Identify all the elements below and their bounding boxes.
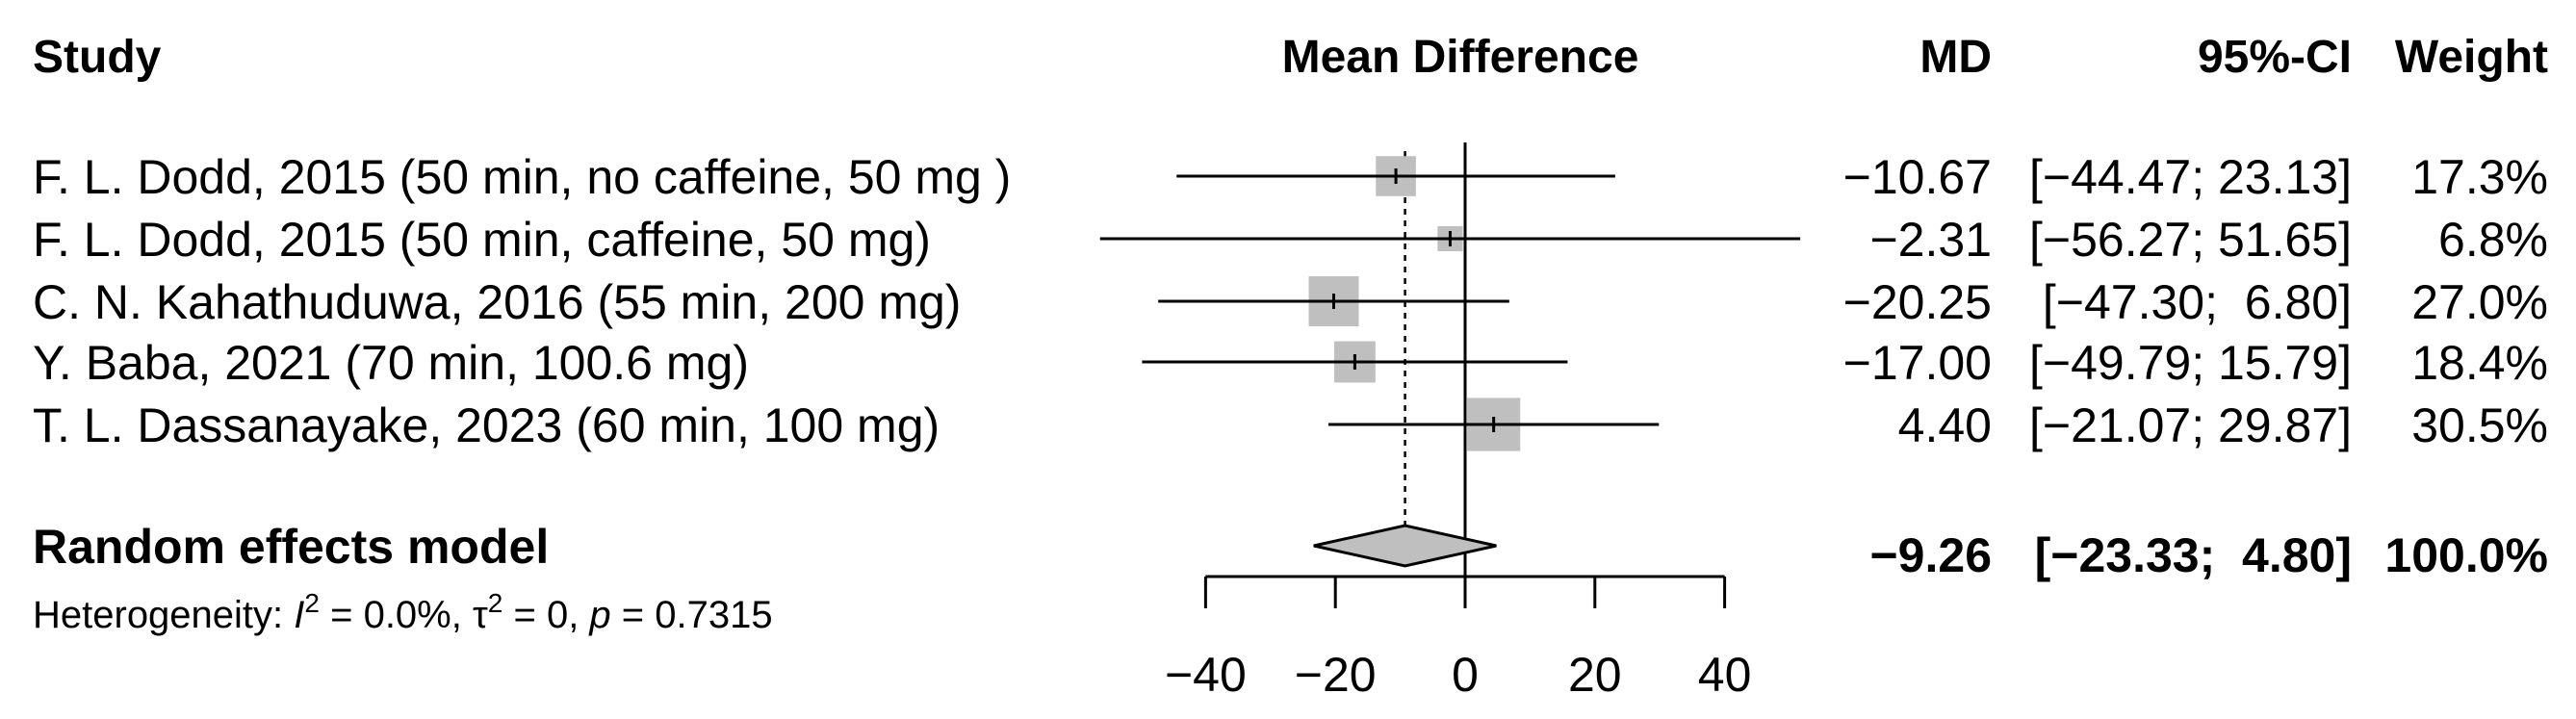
study-label: F. L. Dodd, 2015 (50 min, caffeine, 50 m… [33,213,931,267]
study-ci: [−44.47; 23.13] [2029,150,2352,204]
summary-weight: 100.0% [2384,528,2548,582]
study-md: −20.25 [1843,275,1992,329]
study-ci: [−49.79; 15.79] [2029,336,2352,390]
x-tick-label: 20 [1568,648,1622,702]
study-weight: 18.4% [2411,336,2548,390]
summary-label: Random effects model [33,520,549,574]
het-i2-sup: 2 [304,588,320,618]
study-label: F. L. Dodd, 2015 (50 min, no caffeine, 5… [33,150,1011,204]
study-label: Y. Baba, 2021 (70 min, 100.6 mg) [33,336,749,390]
het-p-symbol: p [588,594,610,636]
study-weight: 17.3% [2411,150,2548,204]
study-md: −2.31 [1869,213,1992,267]
het-p-value: = 0.7315 [611,594,773,636]
summary-diamond [1313,524,1497,568]
summary-ci: [−23.33; 4.80] [2035,528,2352,582]
het-tau-value: = 0, [502,594,589,636]
x-tick-label: 40 [1698,648,1752,702]
study-ci: [−47.30; 6.80] [2043,275,2352,329]
x-tick-label: −20 [1295,648,1377,702]
study-md: 4.40 [1898,398,1992,452]
study-label: T. L. Dassanayake, 2023 (60 min, 100 mg) [33,398,940,452]
study-ci: [−21.07; 29.87] [2029,398,2352,452]
study-ci: [−56.27; 51.65] [2029,213,2352,267]
het-tau-symbol: τ [473,594,488,636]
study-md: −10.67 [1843,150,1992,204]
study-weight: 6.8% [2438,213,2548,267]
het-tau-sup: 2 [488,588,503,618]
heterogeneity-text: Heterogeneity: I2 = 0.0%, τ2 = 0, p = 0.… [33,588,773,636]
header-md: MD [1919,32,1992,83]
het-i2-symbol: I [294,594,304,636]
study-weight: 27.0% [2411,275,2548,329]
header-weight: Weight [2395,32,2548,83]
study-md: −17.00 [1843,336,1992,390]
x-tick-label: 0 [1452,648,1479,702]
study-weight: 30.5% [2411,398,2548,452]
x-tick-label: −40 [1165,648,1247,702]
header-mean-difference: Mean Difference [1282,32,1639,83]
header-ci: 95%-CI [2198,32,2352,83]
het-i2-value: = 0.0%, [320,594,473,636]
header-study: Study [33,32,162,83]
het-prefix: Heterogeneity: [33,594,294,636]
summary-md: −9.26 [1869,528,1992,582]
study-label: C. N. Kahathuduwa, 2016 (55 min, 200 mg) [33,275,961,329]
